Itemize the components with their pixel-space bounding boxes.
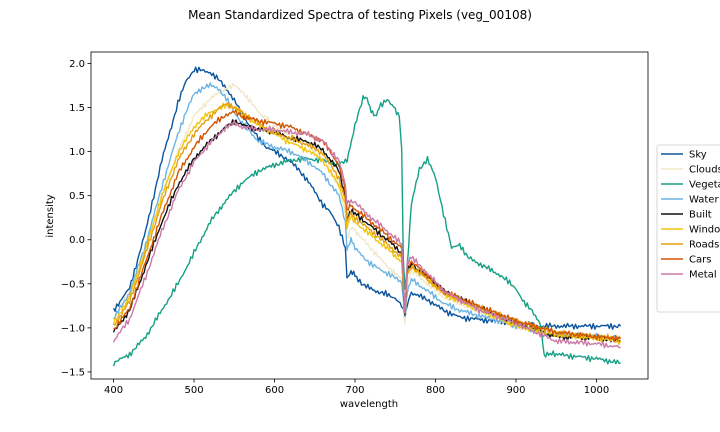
y-tick-label: 0.0 [69, 235, 85, 246]
plot-area-frame [90, 51, 649, 380]
series-line-vegetation [112, 95, 621, 367]
chart-title: Mean Standardized Spectra of testing Pix… [188, 8, 532, 22]
x-tick-label: 900 [506, 385, 525, 396]
series-line-cars [113, 109, 622, 342]
legend-label-water: Water [689, 195, 719, 206]
series-line-metal [112, 120, 621, 349]
x-tick-label: 700 [345, 385, 364, 396]
x-tick-label: 600 [265, 385, 284, 396]
x-tick-label: 800 [426, 385, 445, 396]
series-line-clouds [113, 82, 622, 341]
y-tick-label: −1.0 [61, 323, 85, 334]
legend-label-built: Built [689, 210, 712, 221]
series-line-roads [113, 101, 621, 341]
y-axis-label: intensity [45, 194, 56, 237]
legend-label-cars: Cars [689, 255, 711, 266]
y-tick-label: 1.5 [69, 103, 85, 114]
legend-label-sky: Sky [689, 150, 707, 161]
y-tick-label: 0.5 [69, 191, 85, 202]
x-tick-label: 400 [104, 385, 123, 396]
y-tick-label: 2.0 [69, 59, 85, 70]
x-tick-label: 500 [184, 385, 203, 396]
x-axis-label: wavelength [340, 399, 398, 410]
legend-label-clouds: Clouds [689, 165, 720, 176]
y-tick-label: −1.5 [61, 367, 85, 378]
y-tick-label: 1.0 [69, 147, 85, 158]
series-line-water [113, 82, 621, 341]
legend-label-windows: Windows [689, 225, 720, 236]
y-tick-label: −0.5 [61, 279, 85, 290]
legend-frame [656, 144, 720, 313]
legend-label-metal: Metal [689, 270, 717, 281]
series-line-sky [112, 66, 622, 330]
x-tick-label: 1000 [584, 385, 609, 396]
legend-label-roads: Roads [689, 240, 719, 251]
legend-label-vegetation: Vegetation [689, 180, 720, 191]
legend: Sky Clouds Vegetation Water Built Windows Road… [656, 144, 720, 313]
